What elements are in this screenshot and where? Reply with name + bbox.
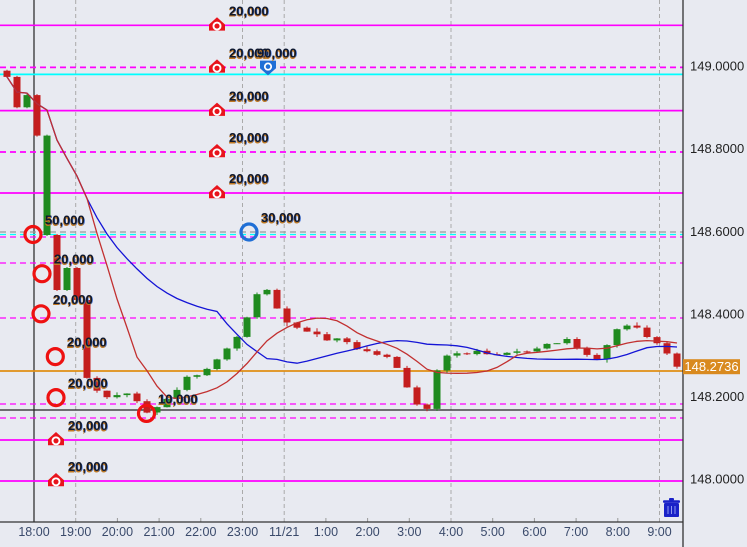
svg-text:20:00: 20:00: [102, 525, 133, 539]
svg-text:148.8000: 148.8000: [690, 141, 744, 156]
svg-text:20,000: 20,000: [229, 130, 269, 145]
svg-text:5:00: 5:00: [481, 525, 505, 539]
svg-text:20,000: 20,000: [229, 171, 269, 186]
svg-text:2:00: 2:00: [355, 525, 379, 539]
svg-text:148.0000: 148.0000: [690, 472, 744, 487]
svg-text:4:00: 4:00: [439, 525, 463, 539]
svg-text:20,000: 20,000: [67, 335, 107, 350]
svg-text:20,000: 20,000: [53, 292, 93, 307]
svg-text:20,000: 20,000: [68, 418, 108, 433]
svg-text:21:00: 21:00: [143, 525, 174, 539]
svg-text:148.4000: 148.4000: [690, 307, 744, 322]
svg-text:19:00: 19:00: [60, 525, 91, 539]
svg-text:90,000: 90,000: [257, 45, 297, 60]
svg-text:22:00: 22:00: [185, 525, 216, 539]
svg-text:18:00: 18:00: [18, 525, 49, 539]
svg-text:3:00: 3:00: [397, 525, 421, 539]
svg-text:148.2736: 148.2736: [684, 359, 738, 374]
svg-text:23:00: 23:00: [227, 525, 258, 539]
svg-text:6:00: 6:00: [522, 525, 546, 539]
svg-text:20,000: 20,000: [68, 376, 108, 391]
svg-text:148.2000: 148.2000: [690, 389, 744, 404]
svg-text:9:00: 9:00: [647, 525, 671, 539]
svg-text:20,000: 20,000: [229, 89, 269, 104]
svg-text:8:00: 8:00: [606, 525, 630, 539]
svg-text:1:00: 1:00: [314, 525, 338, 539]
svg-text:11/21: 11/21: [269, 525, 299, 539]
svg-text:149.0000: 149.0000: [690, 59, 744, 74]
svg-text:20,000: 20,000: [229, 3, 269, 18]
svg-text:50,000: 50,000: [45, 213, 85, 228]
svg-text:20,000: 20,000: [68, 459, 108, 474]
svg-text:148.6000: 148.6000: [690, 224, 744, 239]
svg-text:10,000: 10,000: [158, 391, 198, 406]
svg-text:30,000: 30,000: [261, 210, 301, 225]
svg-text:20,000: 20,000: [54, 252, 94, 267]
svg-text:7:00: 7:00: [564, 525, 588, 539]
